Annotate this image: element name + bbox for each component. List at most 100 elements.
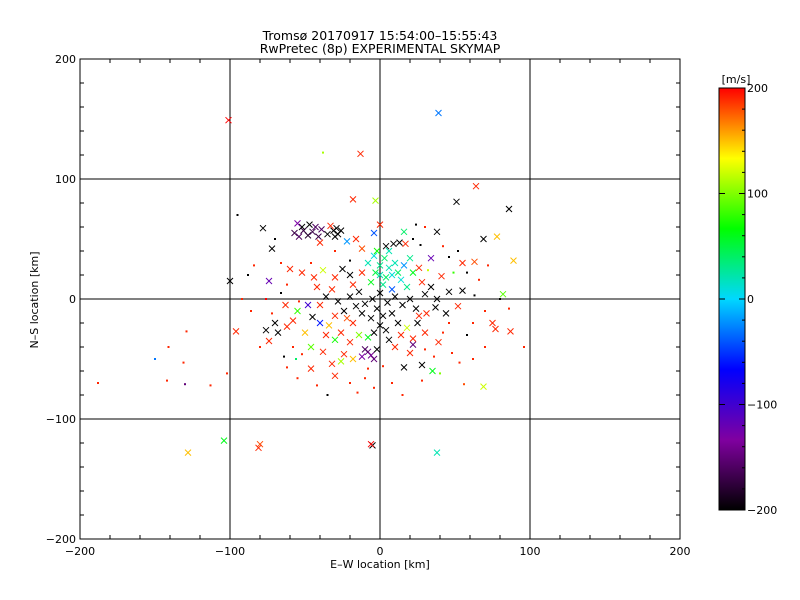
data-point-cross (409, 341, 417, 348)
data-point-cross (379, 312, 387, 320)
x-tick-label: 200 (670, 545, 691, 558)
data-point-cross (220, 437, 228, 444)
data-point-cross (304, 301, 312, 309)
data-point-dot (167, 346, 170, 348)
data-point-cross (388, 286, 396, 293)
data-point-cross (357, 150, 364, 158)
data-point-cross (442, 310, 450, 317)
data-point-dot (271, 312, 273, 315)
data-point-cross (376, 289, 384, 297)
data-point-cross (409, 335, 417, 342)
data-point-dot (442, 245, 444, 248)
data-point-cross (294, 220, 301, 227)
data-point-cross (370, 355, 378, 363)
data-point-dot (154, 358, 156, 360)
data-point-cross (310, 274, 318, 281)
data-point-cross (274, 329, 282, 336)
data-point-dot (373, 386, 375, 389)
data-point-dot (280, 292, 282, 294)
data-point-dot (439, 372, 441, 375)
data-point-cross (256, 440, 264, 448)
data-point-cross (361, 346, 369, 353)
data-point-cross (331, 372, 339, 380)
data-point-cross (298, 269, 306, 276)
data-point-cross (418, 278, 426, 286)
data-point-cross (346, 271, 354, 279)
data-point-dot (326, 394, 329, 396)
data-point-cross (370, 252, 378, 260)
data-point-cross (388, 310, 396, 317)
colorbar-tick-label: 200 (747, 82, 768, 95)
data-point-cross (309, 313, 316, 321)
data-point-cross (328, 360, 336, 368)
data-point-cross (453, 198, 460, 206)
data-point-cross (349, 281, 357, 288)
data-point-dot (247, 274, 249, 276)
plot-grid (80, 59, 680, 539)
data-point-dot (185, 330, 188, 333)
data-point-cross (382, 242, 390, 250)
data-point-dot (349, 382, 351, 384)
data-point-cross (265, 337, 273, 345)
data-point-cross (493, 233, 501, 240)
data-point-cross (406, 254, 414, 262)
data-point-cross (400, 364, 408, 371)
data-point-cross (376, 262, 384, 269)
data-point-cross (400, 262, 408, 269)
data-point-dot (466, 271, 468, 274)
data-point-cross (367, 440, 375, 448)
y-tick-label: 0 (69, 293, 76, 306)
data-point-cross (319, 266, 327, 274)
axis-ticks: −200 −100 0 100 200 −200 −100 0 100 200 (46, 53, 691, 558)
data-point-cross (271, 319, 279, 327)
data-point-cross (385, 264, 393, 272)
data-point-cross (226, 277, 234, 285)
data-point-cross (340, 307, 348, 315)
data-point-dot (316, 384, 318, 387)
data-point-dot (448, 322, 450, 324)
data-point-cross (259, 224, 267, 232)
data-point-cross (433, 295, 441, 303)
data-point-cross (492, 325, 499, 333)
data-point-cross (361, 300, 369, 308)
data-point-cross (268, 245, 276, 252)
data-point-cross (352, 302, 360, 310)
data-point-dot (259, 346, 261, 348)
data-point-cross (379, 281, 387, 288)
data-point-dot (334, 250, 336, 252)
data-point-dot (236, 214, 239, 216)
data-point-cross (306, 221, 313, 228)
data-point-dot (401, 394, 404, 396)
data-point-dot (458, 361, 461, 364)
data-point-dot (472, 322, 474, 324)
data-point-cross (328, 286, 336, 293)
data-point-cross (358, 269, 366, 276)
data-point-cross (289, 317, 297, 324)
y-tick-label: 200 (55, 53, 76, 66)
data-point-dot (484, 346, 486, 348)
data-point-cross (358, 353, 366, 360)
data-point-cross (382, 274, 390, 281)
data-point-cross (415, 264, 423, 272)
data-point-dot (523, 346, 525, 348)
data-point-cross (315, 233, 322, 240)
data-point-dot (427, 269, 429, 272)
data-point-cross (349, 319, 357, 327)
data-point-cross (316, 301, 324, 309)
data-point-dot (356, 391, 359, 394)
chart-title: Tromsø 20170917 15:54:00–15:55:43 (262, 28, 498, 43)
data-point-cross (325, 322, 333, 329)
data-point-cross (427, 254, 435, 262)
data-point-cross (225, 116, 232, 124)
data-point-cross (438, 272, 445, 280)
data-point-dot (484, 310, 486, 312)
data-point-cross (355, 288, 363, 296)
data-point-cross (337, 329, 345, 336)
data-point-cross (489, 319, 496, 327)
data-point-cross (409, 269, 417, 276)
x-tick-label: −200 (65, 545, 95, 558)
data-point-cross (415, 312, 423, 320)
data-point-dot (499, 298, 501, 300)
x-axis-label: E–W location [km] (330, 558, 430, 571)
data-point-dot (283, 355, 285, 358)
